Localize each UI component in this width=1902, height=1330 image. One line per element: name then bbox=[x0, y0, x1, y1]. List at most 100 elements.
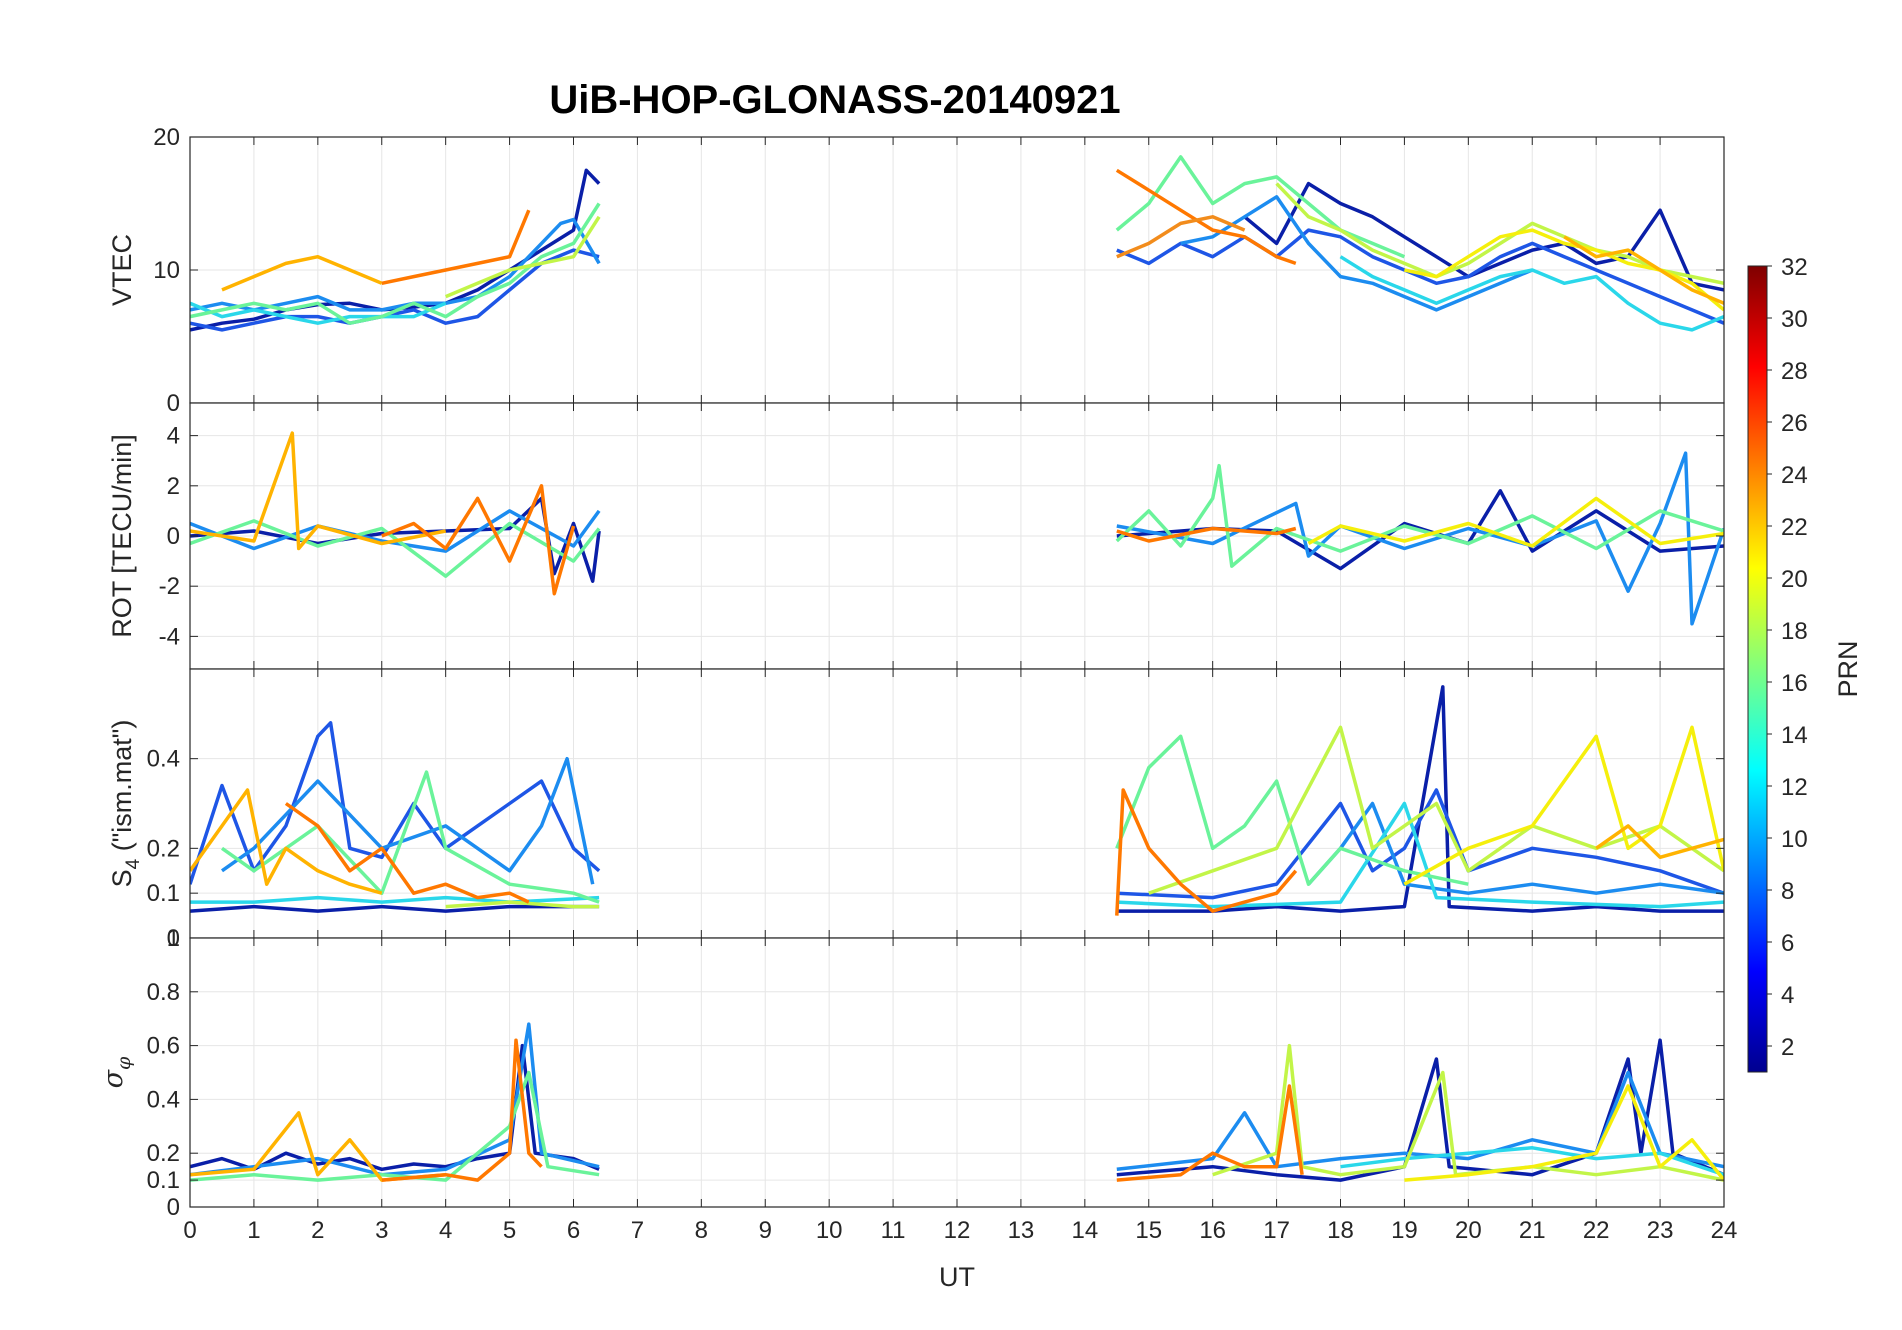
y-tick-label: 0.4 bbox=[147, 746, 180, 773]
colorbar-tick-label: 18 bbox=[1781, 618, 1808, 645]
series-line-7 bbox=[190, 788, 383, 895]
y-tick-label: 20 bbox=[153, 124, 180, 151]
x-tick-label: 5 bbox=[503, 1217, 516, 1244]
series-line-11 bbox=[1116, 1084, 1304, 1182]
series-line-10 bbox=[1116, 228, 1724, 325]
y-tick-label: 0 bbox=[167, 925, 180, 952]
series-line-8 bbox=[284, 802, 530, 904]
x-tick-label: 17 bbox=[1263, 1217, 1290, 1244]
series-line-14 bbox=[1148, 725, 1724, 895]
series-line-3 bbox=[220, 756, 595, 885]
series-line-13 bbox=[1115, 155, 1406, 259]
series-line-12 bbox=[1339, 255, 1724, 332]
series-group bbox=[190, 1022, 1724, 1182]
x-tick-label: 1 bbox=[247, 1217, 260, 1244]
series-line-16 bbox=[1563, 235, 1724, 305]
colorbar-tick-label: 14 bbox=[1781, 722, 1808, 749]
colorbar-tick-label: 32 bbox=[1781, 254, 1808, 281]
x-tick-label: 4 bbox=[439, 1217, 452, 1244]
y-tick-label: 4 bbox=[167, 423, 180, 450]
y-tick-label: 0 bbox=[167, 1194, 180, 1221]
y-axis-label: S4 ("ism.mat") bbox=[107, 720, 144, 888]
series-line-3 bbox=[190, 519, 601, 578]
x-tick-label: 2 bbox=[311, 1217, 324, 1244]
x-tick-label: 10 bbox=[816, 1217, 843, 1244]
colorbar-tick-label: 22 bbox=[1781, 514, 1808, 541]
series-line-8 bbox=[1340, 1146, 1724, 1177]
series-line-15 bbox=[1403, 725, 1724, 886]
series-line-2 bbox=[190, 721, 601, 885]
colorbar-tick-label: 30 bbox=[1781, 306, 1808, 333]
series-line-10 bbox=[1404, 1084, 1724, 1182]
colorbar-tick-label: 16 bbox=[1781, 670, 1808, 697]
colorbar-tick-label: 12 bbox=[1781, 774, 1808, 801]
y-tick-label: 0.2 bbox=[147, 835, 180, 862]
colorbar-tick-label: 28 bbox=[1781, 358, 1808, 385]
series-line-10 bbox=[1116, 788, 1724, 900]
colorbar-tick-label: 10 bbox=[1781, 826, 1808, 853]
series-line-11 bbox=[1180, 195, 1533, 312]
series-line-6 bbox=[445, 900, 600, 909]
series-line-4 bbox=[190, 431, 447, 551]
x-tick-label: 13 bbox=[1008, 1217, 1035, 1244]
series-line-10 bbox=[1116, 526, 1297, 543]
x-tick-label: 9 bbox=[759, 1217, 772, 1244]
y-axis-label: σφ bbox=[98, 1056, 135, 1088]
colorbar-tick-label: 8 bbox=[1781, 878, 1794, 905]
series-line-6 bbox=[445, 215, 601, 299]
series-line-4 bbox=[190, 301, 447, 325]
series-line-8 bbox=[381, 209, 531, 286]
colorbar-tick-label: 24 bbox=[1781, 462, 1808, 489]
colorbar-tick-label: 6 bbox=[1781, 930, 1794, 957]
panel-2: -4 -2 0 2 4 ROT [TECU/min] bbox=[107, 402, 1725, 670]
series-line-17 bbox=[1115, 788, 1298, 916]
x-tick-labels: 0 1 2 3 4 5 6 7 8 9 10 11 12 13 14 15 16 17 18 19 20 21 22 23 24 bbox=[183, 1217, 1737, 1244]
y-tick-label: 1 bbox=[167, 925, 180, 952]
grid bbox=[189, 403, 1725, 669]
ticks: 00.10.20.40.60.81 bbox=[147, 925, 1725, 1221]
series-line-14 bbox=[1275, 182, 1724, 286]
y-tick-label: -4 bbox=[159, 623, 180, 650]
x-tick-label: 22 bbox=[1583, 1217, 1610, 1244]
series-line-16 bbox=[1595, 824, 1724, 860]
x-tick-label: 8 bbox=[695, 1217, 708, 1244]
panel-3: 0 0.1 0.2 0.4S4 ("ism.mat") bbox=[107, 668, 1725, 952]
series-line-9 bbox=[1212, 1043, 1724, 1182]
x-tick-label: 23 bbox=[1647, 1217, 1674, 1244]
y-axis-label: VTEC bbox=[107, 234, 137, 306]
colorbar-tick-label: 20 bbox=[1781, 566, 1808, 593]
y-tick-label: 0 bbox=[167, 390, 180, 417]
series-line-5 bbox=[381, 484, 576, 596]
x-axis-label: UT bbox=[939, 1262, 975, 1292]
y-tick-label: 0.8 bbox=[147, 979, 180, 1006]
x-tick-label: 3 bbox=[375, 1217, 388, 1244]
x-tick-label: 18 bbox=[1327, 1217, 1354, 1244]
x-tick-label: 0 bbox=[183, 1217, 196, 1244]
chart-title: UiB-HOP-GLONASS-20140921 bbox=[549, 78, 1120, 122]
series-line-5 bbox=[381, 1038, 543, 1182]
x-tick-label: 16 bbox=[1199, 1217, 1226, 1244]
ticks: 0 0.1 0.2 0.4 bbox=[147, 669, 1725, 952]
y-tick-label: 0.2 bbox=[147, 1140, 180, 1167]
y-tick-label: -2 bbox=[159, 573, 180, 600]
y-tick-label: 0.1 bbox=[147, 1167, 180, 1194]
series-line-2 bbox=[190, 248, 600, 332]
series-group bbox=[190, 685, 1724, 916]
series-line-9 bbox=[1243, 181, 1724, 292]
y-axis-label: ROT [TECU/min] bbox=[107, 434, 137, 638]
x-tick-label: 24 bbox=[1711, 1217, 1738, 1244]
x-tick-label: 14 bbox=[1071, 1217, 1098, 1244]
grid bbox=[189, 937, 1725, 1208]
y-tick-label: 0.4 bbox=[147, 1086, 180, 1113]
x-tick-label: 15 bbox=[1135, 1217, 1162, 1244]
x-tick-label: 21 bbox=[1519, 1217, 1546, 1244]
x-tick-label: 6 bbox=[567, 1217, 580, 1244]
ticks: 0 10 20 bbox=[153, 124, 1725, 417]
x-tick-label: 12 bbox=[944, 1217, 971, 1244]
y-tick-label: 0.1 bbox=[147, 880, 180, 907]
series-line-2 bbox=[190, 509, 601, 553]
